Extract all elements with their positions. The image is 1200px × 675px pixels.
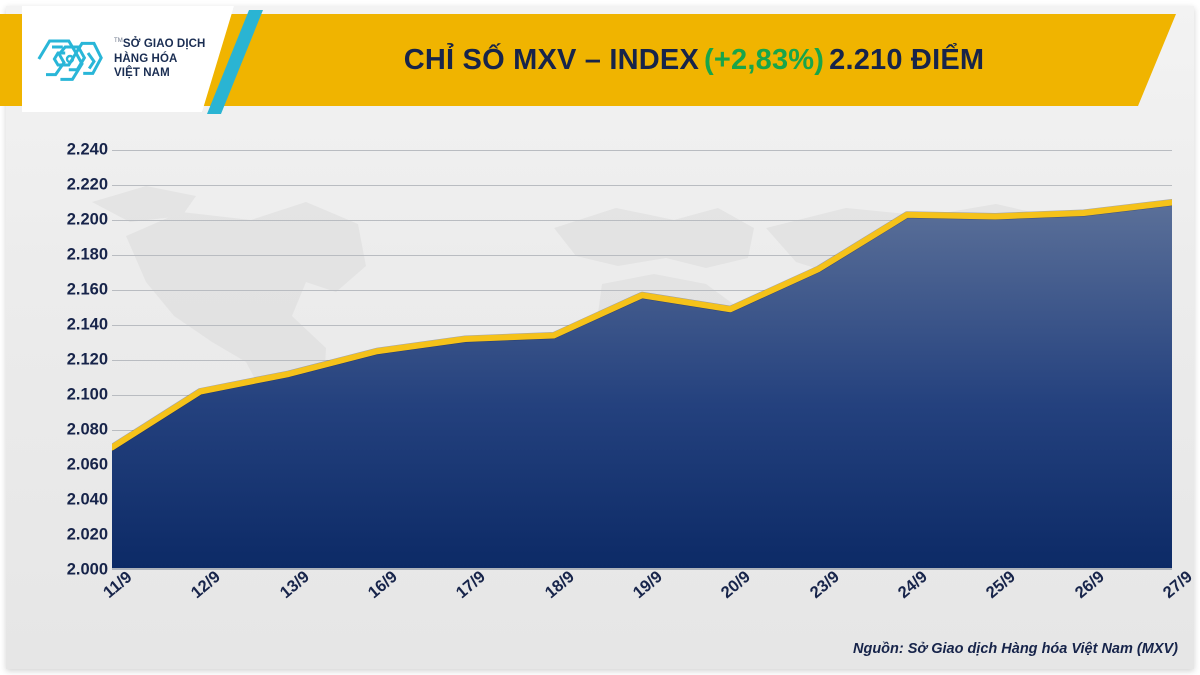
x-axis-baseline [112, 568, 1172, 570]
chart-plot-area [112, 150, 1172, 570]
y-axis-tick-label: 2.240 [66, 140, 108, 159]
y-axis-tick-label: 2.120 [66, 350, 108, 369]
logo-line-1: SỞ GIAO DỊCH [122, 37, 206, 50]
logo-line-2: HÀNG HÓA [114, 52, 178, 65]
y-axis-tick-label: 2.000 [66, 560, 108, 579]
x-axis-labels: 11/9 12/9 13/9 16/9 17/9 18/9 19/9 20/9 23/9 24/9… [100, 568, 1196, 638]
gridline [112, 220, 1172, 221]
gridline [112, 185, 1172, 186]
gridline [112, 290, 1172, 291]
title-points-value: 2.210 ĐIỂM [829, 43, 985, 76]
y-axis-tick-label: 2.200 [66, 210, 108, 229]
y-axis-tick-label: 2.180 [66, 245, 108, 264]
title-main-text: CHỈ SỐ MXV – INDEX [403, 43, 700, 76]
logo-tm-mark: TM [114, 38, 123, 45]
y-axis-tick-label: 2.160 [66, 280, 108, 299]
y-axis-tick-label: 2.220 [66, 175, 108, 194]
mxv-index-area-series [112, 199, 1172, 570]
y-axis-tick-label: 2.060 [66, 455, 108, 474]
title-percent-change: (+2,83%) [704, 43, 825, 76]
y-axis-tick-label: 2.080 [66, 420, 108, 439]
page-title: CHỈ SỐ MXV – INDEX (+2,83%) 2.210 ĐIỂM [250, 14, 1138, 106]
logo-card: TMSỞ GIAO DỊCH HÀNG HÓA VIỆT NAM [22, 6, 234, 112]
gridline [112, 150, 1172, 151]
area-fill [112, 202, 1172, 570]
source-note: Nguồn: Sở Giao dịch Hàng hóa Việt Nam (M… [853, 641, 1178, 657]
logo-text: TMSỞ GIAO DỊCH HÀNG HÓA VIỆT NAM [114, 37, 205, 81]
gridline [112, 255, 1172, 256]
line-series [112, 199, 1172, 451]
y-axis-tick-label: 2.020 [66, 525, 108, 544]
y-axis-tick-label: 2.100 [66, 385, 108, 404]
y-axis-tick-label: 2.140 [66, 315, 108, 334]
mxv-maze-logo-icon [37, 39, 103, 81]
y-axis-labels: 2.000 2.020 2.040 2.060 2.080 2.100 2.120 2.140… [28, 141, 108, 579]
logo-line-3: VIỆT NAM [114, 67, 170, 80]
y-axis-tick-label: 2.040 [66, 490, 108, 509]
